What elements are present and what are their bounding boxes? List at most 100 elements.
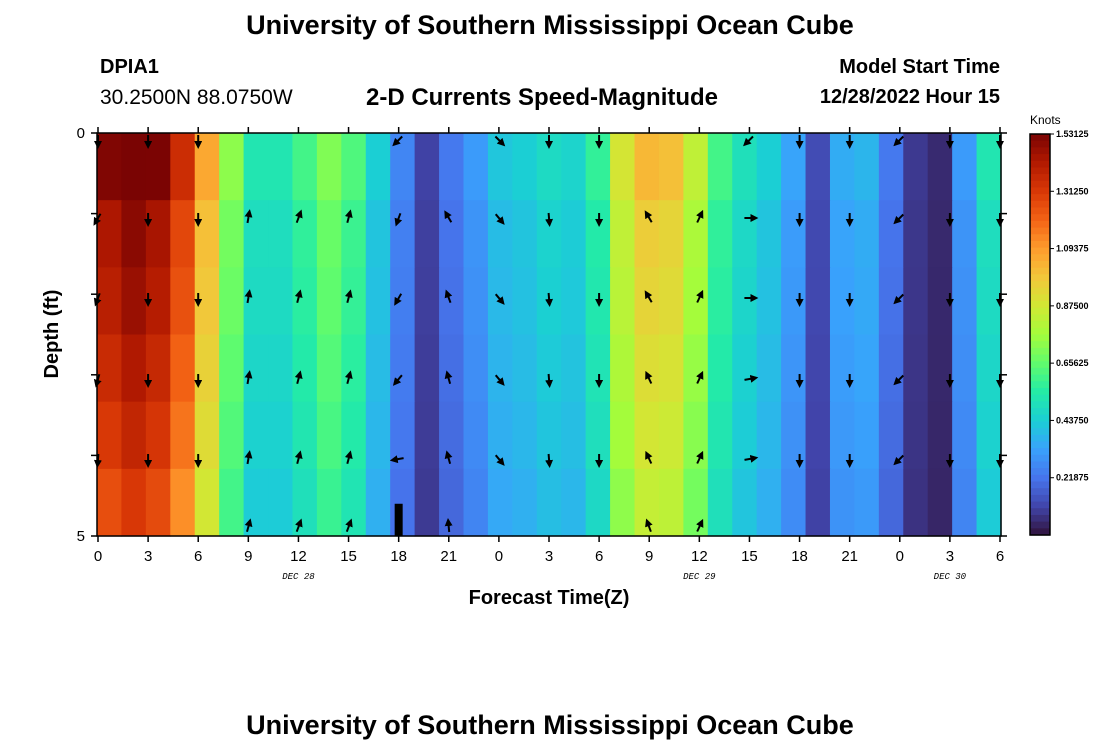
- heatmap-cell: [121, 468, 147, 537]
- heatmap-cell: [365, 267, 391, 336]
- heatmap-cell: [390, 468, 416, 537]
- heatmap-cell: [781, 133, 807, 201]
- colorbar-swatch: [1030, 187, 1050, 195]
- heatmap-cell: [658, 133, 684, 201]
- current-vector-arrow: [444, 370, 453, 385]
- heatmap-cell: [952, 401, 978, 470]
- heatmap-cell: [170, 401, 196, 470]
- colorbar-swatch: [1030, 214, 1050, 222]
- heatmap-cell: [561, 401, 587, 470]
- current-vector-arrow: [392, 374, 403, 386]
- colorbar-swatch: [1030, 314, 1050, 322]
- x-tick-label: 6: [996, 548, 1004, 565]
- heatmap-cell: [805, 267, 831, 336]
- x-tick-label: 9: [244, 548, 252, 565]
- heatmap-cell: [561, 200, 587, 268]
- heatmap-cell: [316, 401, 342, 470]
- colorbar-swatch: [1030, 488, 1050, 496]
- heatmap-cell: [756, 334, 782, 403]
- current-vector-arrow: [696, 450, 704, 464]
- x-tick-label: 6: [595, 548, 603, 565]
- heatmap-cell: [634, 133, 660, 201]
- heatmap-cell: [268, 133, 294, 201]
- date-label: DEC 29: [683, 572, 716, 582]
- heatmap-cell: [536, 468, 562, 537]
- colorbar-swatch: [1030, 494, 1050, 503]
- current-vector-arrow: [244, 450, 253, 465]
- heatmap-cell: [805, 133, 831, 201]
- x-tick-label: 12: [290, 548, 307, 565]
- heatmap-cell: [439, 468, 465, 537]
- heatmap-cell: [829, 200, 855, 268]
- colorbar-swatch: [1030, 327, 1050, 336]
- heatmap-cell: [316, 200, 342, 268]
- current-vector-arrow: [392, 135, 403, 147]
- heatmap-cell: [414, 401, 440, 470]
- heatmap-cell: [610, 133, 636, 201]
- heatmap-cell: [170, 267, 196, 336]
- current-vector-arrow: [893, 293, 905, 305]
- current-vector-arrow: [545, 292, 554, 307]
- colorbar-swatch: [1030, 461, 1050, 469]
- current-vector-arrow: [344, 289, 353, 304]
- x-tick-label: 21: [841, 548, 858, 565]
- x-tick-label: 15: [340, 548, 357, 565]
- colorbar-frame: [1029, 133, 1051, 536]
- heatmap-cell: [781, 200, 807, 268]
- heatmap-cell: [512, 468, 538, 537]
- model-start-label: Model Start Time: [839, 56, 1000, 78]
- x-tick-label: 0: [495, 548, 503, 565]
- x-tick-label: 15: [741, 548, 758, 565]
- colorbar-swatch: [1030, 387, 1050, 396]
- heatmap-cell: [976, 200, 1002, 268]
- x-tick-label: 0: [896, 548, 904, 565]
- heatmap-cell: [952, 133, 978, 201]
- heatmap-cell: [927, 468, 953, 537]
- colorbar-label: 1.53125: [1056, 129, 1089, 139]
- heatmap-cell: [145, 334, 171, 403]
- heatmap-cell: [952, 267, 978, 336]
- colorbar-swatch: [1030, 234, 1050, 242]
- date-label: DEC 30: [934, 572, 967, 582]
- heatmap-cell: [145, 267, 171, 336]
- current-vector-arrow: [494, 454, 505, 466]
- heatmap-cell: [536, 200, 562, 268]
- heatmap-cell: [390, 200, 416, 268]
- heatmap-cell: [512, 133, 538, 201]
- heatmap-cell: [781, 401, 807, 470]
- colorbar-swatch: [1030, 307, 1050, 316]
- axes: 0 3 6 9 12 15 18 21 0 3 6 9 12 15 18 21 0 3 6 DEC 28 DEC 29 D…: [77, 125, 1007, 582]
- heatmap-cell: [316, 334, 342, 403]
- heatmap-cell: [878, 267, 904, 336]
- heatmap-cell: [781, 468, 807, 537]
- heatmap-cell: [732, 200, 758, 268]
- current-vector-arrow: [244, 209, 253, 224]
- current-vector-arrow: [294, 289, 303, 304]
- heatmap-cell: [390, 334, 416, 403]
- heatmap-cell: [97, 200, 123, 268]
- heatmap-cell: [97, 334, 123, 403]
- heatmap-cell: [903, 468, 929, 537]
- heatmap-cell: [487, 334, 513, 403]
- heatmap-cell: [683, 267, 709, 336]
- heatmap-cell: [316, 267, 342, 336]
- heatmap-cell: [243, 334, 269, 403]
- heatmap-cell: [170, 200, 196, 268]
- colorbar-swatch: [1030, 441, 1050, 449]
- colorbar-swatch: [1030, 428, 1050, 436]
- heatmap-cell: [121, 334, 147, 403]
- colorbar-swatch: [1030, 347, 1050, 356]
- heatmap-cell: [170, 468, 196, 537]
- current-vector-arrow: [645, 450, 653, 464]
- heatmap-cell: [610, 267, 636, 336]
- heatmap-cell: [756, 133, 782, 201]
- colorbar-swatch: [1030, 434, 1050, 443]
- current-vector-arrow: [294, 370, 303, 385]
- heatmap-cell: [292, 468, 318, 537]
- heatmap-cell: [658, 401, 684, 470]
- heatmap-cell: [683, 401, 709, 470]
- heatmap-cell: [463, 468, 489, 537]
- x-tick-label: 0: [94, 548, 102, 565]
- heatmap-cell: [487, 468, 513, 537]
- colorbar-swatch: [1030, 287, 1050, 295]
